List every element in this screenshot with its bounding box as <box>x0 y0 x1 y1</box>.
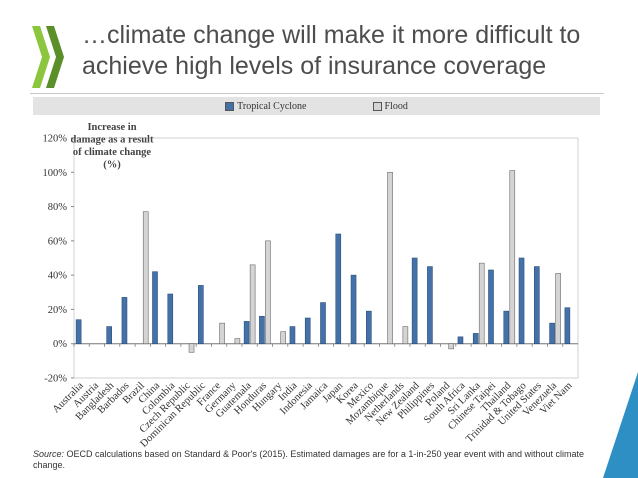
corner-accent <box>0 0 638 478</box>
